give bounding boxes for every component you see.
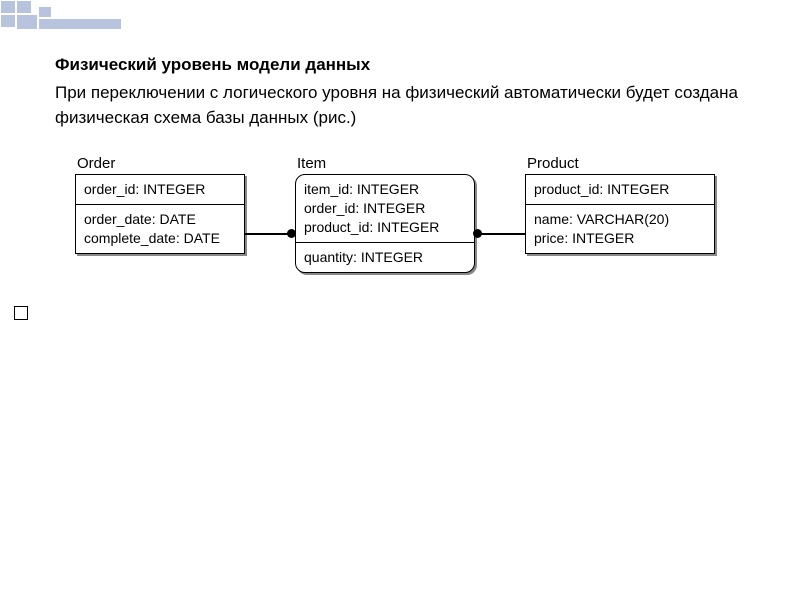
entity-attrs: name: VARCHAR(20) price: INTEGER [526, 205, 714, 253]
entity-label: Item [295, 155, 475, 172]
corner-decoration [0, 0, 140, 40]
entity-box: order_id: INTEGER order_date: DATE compl… [75, 174, 245, 254]
slide-body-text: При переключении с логического уровня на… [55, 81, 760, 130]
entity-product: Product product_id: INTEGER name: VARCHA… [525, 155, 715, 254]
table-row: order_date: DATE [84, 210, 236, 229]
table-row: product_id: INTEGER [304, 218, 466, 237]
entity-pk: product_id: INTEGER [526, 175, 714, 205]
table-row: name: VARCHAR(20) [534, 210, 706, 229]
crowfoot-dot-icon [473, 229, 482, 238]
table-row: complete_date: DATE [84, 229, 236, 248]
table-row: item_id: INTEGER [304, 180, 466, 199]
slide-title: Физический уровень модели данных [55, 55, 760, 75]
entity-order: Order order_id: INTEGER order_date: DATE… [75, 155, 245, 254]
entity-label: Order [75, 155, 245, 172]
table-row: order_id: INTEGER [84, 180, 236, 199]
entity-box: item_id: INTEGER order_id: INTEGER produ… [295, 174, 475, 273]
table-row: quantity: INTEGER [304, 248, 466, 267]
entity-attrs: order_date: DATE complete_date: DATE [76, 205, 244, 253]
table-row: product_id: INTEGER [534, 180, 706, 199]
side-bullet-icon [14, 306, 28, 320]
table-row: order_id: INTEGER [304, 199, 466, 218]
connector-item-product [475, 233, 525, 235]
entity-pk: order_id: INTEGER [76, 175, 244, 205]
entity-attrs: quantity: INTEGER [296, 243, 474, 272]
entity-item: Item item_id: INTEGER order_id: INTEGER … [295, 155, 475, 273]
entity-label: Product [525, 155, 715, 172]
entity-box: product_id: INTEGER name: VARCHAR(20) pr… [525, 174, 715, 254]
slide-content: Физический уровень модели данных При пер… [0, 0, 800, 375]
entity-pk: item_id: INTEGER order_id: INTEGER produ… [296, 175, 474, 243]
table-row: price: INTEGER [534, 229, 706, 248]
er-diagram: Order order_id: INTEGER order_date: DATE… [75, 155, 760, 355]
